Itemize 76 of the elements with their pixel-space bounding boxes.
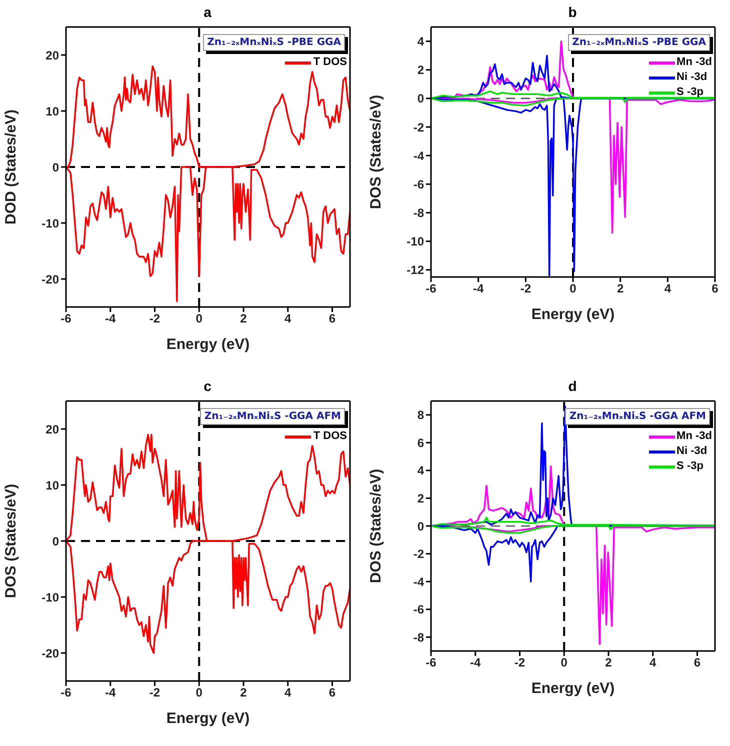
x-tick-label: -2 bbox=[149, 686, 160, 700]
y-tick-label: -8 bbox=[413, 630, 424, 644]
x-tick-label: 2 bbox=[240, 312, 248, 326]
x-tick-label: -2 bbox=[514, 656, 526, 670]
y-tick-label: -20 bbox=[42, 646, 60, 660]
y-tick-label: 4 bbox=[417, 34, 424, 49]
y-tick-label: -4 bbox=[413, 148, 424, 163]
x-tick-label: -4 bbox=[105, 312, 116, 326]
y-tick-label: -10 bbox=[406, 234, 424, 249]
y-tick-label: 0 bbox=[52, 534, 60, 548]
y-tick-label: 8 bbox=[417, 408, 424, 422]
annotation: Zn₁₋₂ₓMnₓNiₓS -PBE GGA bbox=[203, 34, 345, 51]
x-tick-label: 6 bbox=[328, 312, 336, 326]
annotation: Zn₁₋₂ₓMnₓNiₓS -GGA AFM bbox=[565, 408, 710, 425]
y-tick-label: -6 bbox=[413, 602, 424, 617]
y-tick-label: 2 bbox=[417, 491, 424, 506]
y-tick-label: -6 bbox=[413, 177, 424, 192]
annotation: Zn₁₋₂ₓMnₓNiₓS -PBE GGA bbox=[568, 34, 710, 51]
y-axis-title: DOS (States/eV) bbox=[2, 484, 20, 598]
legend-label: S -3p bbox=[676, 85, 704, 100]
x-tick-label: 4 bbox=[664, 282, 672, 296]
x-tick-label: -4 bbox=[470, 656, 482, 670]
y-axis-title: DOS (States/eV) bbox=[367, 468, 384, 584]
x-tick-label: 2 bbox=[605, 656, 612, 670]
x-axis-title: Energy (eV) bbox=[531, 306, 615, 323]
y-tick-label: 20 bbox=[46, 422, 60, 436]
y-tick-label: 10 bbox=[46, 104, 60, 118]
chart-title: d bbox=[567, 378, 578, 394]
y-tick-label: 4 bbox=[417, 464, 424, 478]
chart-title: a bbox=[202, 4, 212, 20]
x-tick-label: 0 bbox=[196, 686, 203, 700]
y-tick-label: 6 bbox=[417, 436, 424, 450]
legend-label: Mn -3d bbox=[676, 429, 712, 444]
y-tick-label: 0 bbox=[417, 519, 424, 534]
chart-title: c bbox=[202, 378, 212, 394]
y-tick-label: 20 bbox=[46, 48, 60, 62]
y-tick-label: 0 bbox=[52, 160, 60, 174]
x-tick-label: 0 bbox=[196, 312, 203, 326]
x-tick-label: 0 bbox=[560, 656, 568, 670]
x-tick-label: 6 bbox=[694, 656, 701, 670]
legend-label: Ni -3d bbox=[676, 70, 708, 85]
x-tick-label: 2 bbox=[240, 686, 248, 700]
y-tick-label: -2 bbox=[413, 120, 424, 134]
y-tick-label: -10 bbox=[42, 216, 60, 230]
y-tick-label: -2 bbox=[413, 547, 424, 562]
x-axis-title: Energy (eV) bbox=[531, 680, 615, 697]
x-tick-label: 0 bbox=[570, 282, 577, 296]
y-tick-label: -4 bbox=[413, 574, 424, 589]
legend-label: T DOS bbox=[313, 429, 347, 444]
legend-label: Mn -3d bbox=[676, 55, 712, 70]
annotation: Zn₁₋₂ₓMnₓNiₓS -GGA AFM bbox=[200, 408, 345, 425]
y-tick-label: 0 bbox=[417, 92, 424, 106]
y-axis-title: DOS (States/eV) bbox=[367, 94, 384, 210]
x-tick-label: 6 bbox=[712, 282, 719, 296]
chart-title: b bbox=[567, 4, 578, 20]
y-tick-label: 10 bbox=[46, 478, 60, 492]
x-tick-label: -4 bbox=[105, 686, 116, 700]
y-tick-label: -12 bbox=[406, 263, 424, 278]
x-tick-label: -4 bbox=[472, 282, 484, 296]
x-tick-label: 4 bbox=[650, 656, 657, 670]
x-axis-title: Energy (eV) bbox=[166, 336, 250, 353]
x-tick-label: 4 bbox=[284, 686, 292, 700]
y-tick-label: -20 bbox=[42, 272, 60, 286]
y-tick-label: -10 bbox=[42, 590, 60, 604]
x-axis-title: Energy (eV) bbox=[166, 710, 250, 727]
y-axis-title: DOD (States/eV) bbox=[2, 109, 20, 225]
x-tick-label: 4 bbox=[284, 312, 292, 326]
y-tick-label: 2 bbox=[417, 63, 424, 78]
y-tick-label: -8 bbox=[413, 206, 424, 220]
legend-label: T DOS bbox=[313, 55, 347, 70]
x-tick-label: 2 bbox=[616, 282, 624, 296]
x-tick-label: -2 bbox=[520, 282, 532, 296]
legend-label: Ni -3d bbox=[676, 444, 708, 459]
x-tick-label: -2 bbox=[149, 312, 160, 326]
x-tick-label: 6 bbox=[328, 686, 336, 700]
legend-label: S -3p bbox=[676, 459, 704, 474]
